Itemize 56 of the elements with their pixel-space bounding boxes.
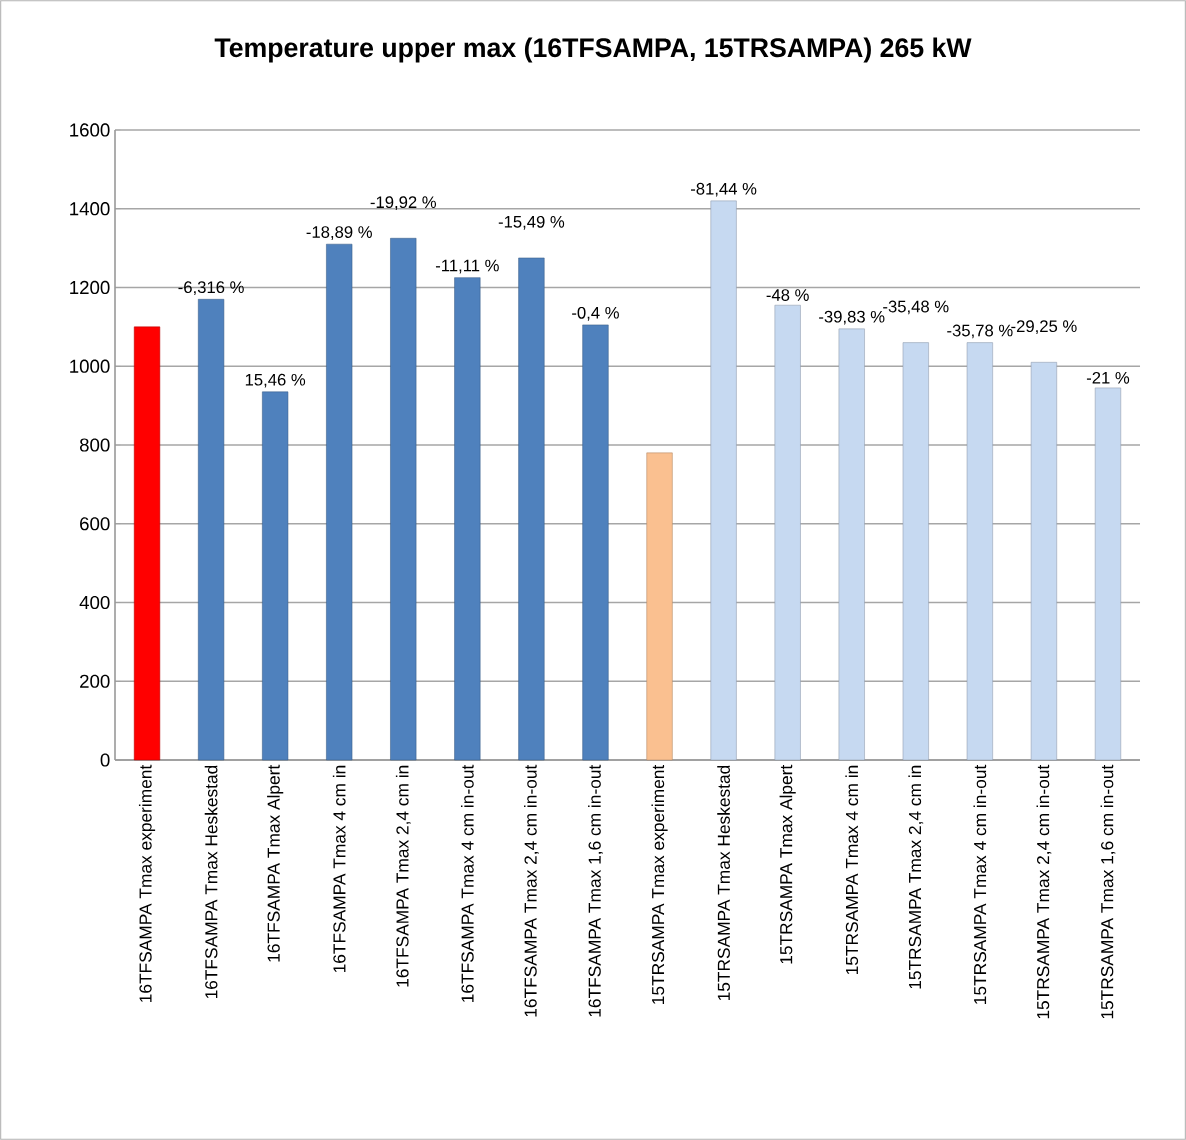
annotation: -0,4 %: [572, 306, 619, 321]
bar: [902, 342, 929, 761]
y-tick-label: 1200: [70, 280, 110, 295]
x-tick-label: 15TRSAMPA Tmax Heskestad: [717, 765, 730, 1001]
annotation: -81,44 %: [690, 182, 757, 197]
annotation: -15,49 %: [498, 215, 565, 230]
x-tick-label: 16TFSAMPA Tmax experiment: [138, 764, 156, 1002]
x-tick-label: 15TRSAMPA Tmax 4 cm in-out: [973, 764, 987, 1004]
bar: [198, 299, 225, 761]
x-tick-label: 15TRSAMPA Tmax 1,6 cm in-out: [1100, 764, 1116, 1019]
bar: [262, 391, 289, 761]
y-tick-label: 1000: [70, 359, 110, 373]
y-tick-label: 1600: [70, 123, 110, 137]
x-tick-label: 15TRSAMPA Tmax experiment: [651, 764, 668, 1004]
bar: [390, 238, 417, 761]
annotation: 15,46 %: [245, 373, 306, 388]
y-tick-label: 800: [79, 438, 110, 452]
bar: [582, 324, 609, 761]
x-tick-label: 15TRSAMPA Tmax Alpert: [779, 764, 796, 964]
bar: [518, 257, 545, 761]
x-tick-label: 16TFSAMPA Tmax 2,4 cm in-out: [524, 764, 539, 1017]
x-tick-label: 16TFSAMPA Tmax Heskestad: [204, 765, 218, 999]
x-tick-label: 15TRSAMPA Tmax 2,4 cm in-out: [1036, 764, 1052, 1019]
bar: [1030, 362, 1057, 761]
bar: [646, 452, 673, 761]
bar: [454, 277, 481, 761]
x-tick-label: 16TFSAMPA Tmax 1,6 cm in-out: [588, 764, 603, 1017]
bar: [1094, 387, 1122, 761]
annotation: -18,89 %: [306, 226, 372, 240]
x-tick-label: 15TRSAMPA Tmax 4 cm in: [845, 765, 859, 975]
x-tick-label: 16TFSAMPA Tmax Alpert: [267, 764, 284, 962]
annotation: -29,25 %: [1011, 320, 1077, 335]
annotation: -35,48 %: [883, 300, 949, 315]
y-tick-label: 1400: [70, 202, 110, 216]
bar: [774, 304, 801, 761]
annotation: -19,92 %: [370, 196, 437, 211]
annotation: -6,316 %: [178, 281, 244, 296]
annotation: -48 %: [766, 289, 809, 301]
x-tick-label: 16TFSAMPA Tmax 4 cm in: [332, 765, 346, 973]
y-tick-label: 0: [100, 753, 110, 767]
x-tick-label: 15TRSAMPA Tmax 2,4 cm in: [908, 765, 924, 989]
y-tick-label: 400: [79, 595, 110, 610]
annotation: -11,11 %: [435, 259, 499, 274]
annotation: -21 %: [1086, 371, 1130, 384]
y-tick-label: 200: [80, 674, 110, 688]
bar: [966, 342, 993, 761]
bar: [326, 243, 353, 761]
x-tick-label: 16TFSAMPA Tmax 2,4 cm in: [395, 765, 411, 987]
y-tick-label: 600: [80, 517, 110, 531]
bar: [710, 200, 737, 761]
chart-title: Temperature upper max (16TFSAMPA, 15TRSAMPA) 265 kW: [214, 37, 972, 63]
annotation: -35,78 %: [947, 324, 1013, 339]
annotation: -39,83 %: [819, 310, 885, 325]
bar: [838, 328, 865, 761]
x-tick-label: 16TFSAMPA Tmax 4 cm in-out: [460, 764, 474, 1002]
bar: [133, 326, 161, 761]
